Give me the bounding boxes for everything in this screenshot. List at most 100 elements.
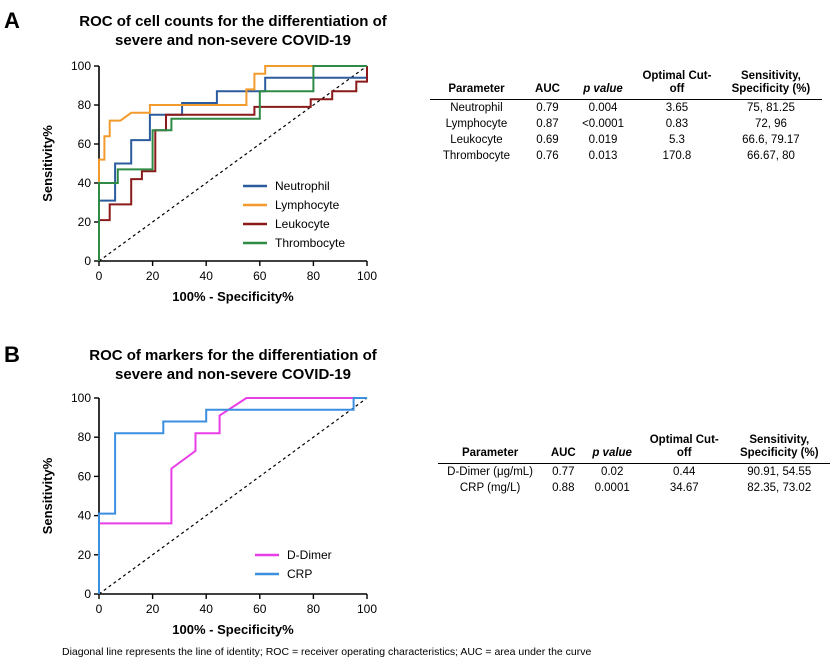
chart-title-a: ROC of cell counts for the differentiati… — [50, 12, 416, 50]
stats-table-a: Parameter AUC p value Optimal Cut-off Se… — [430, 70, 822, 164]
legend-label: CRP — [287, 567, 312, 581]
table-cell: 0.02 — [600, 466, 624, 478]
table-b-header: p value — [592, 447, 632, 459]
table-cell: 3.65 — [665, 102, 689, 114]
table-b-header: Optimal Cut-off — [649, 434, 719, 459]
series-line-lymphocyte — [98, 65, 367, 261]
table-cell: 0.013 — [588, 150, 618, 162]
y-axis-label: Sensitivity% — [40, 457, 55, 534]
table-cell: 34.67 — [669, 482, 699, 494]
x-tick-label: 100 — [357, 602, 377, 616]
legend-label: D-Dimer — [287, 548, 332, 562]
identity-line — [98, 397, 368, 595]
table-cell: 0.0001 — [594, 482, 630, 494]
y-tick-label: 40 — [78, 509, 92, 523]
x-axis-label: 100% - Specificity% — [172, 289, 294, 304]
x-tick-label: 80 — [307, 269, 321, 283]
table-a-header: Optimal Cut-off — [642, 70, 712, 95]
x-tick-label: 60 — [253, 602, 267, 616]
roc-chart-b: 0 20 40 60 80 100 0 20 40 60 80 100 100% - Specifici… — [40, 391, 377, 637]
table-cell: 0.004 — [588, 102, 618, 114]
chart-title-b: ROC of markers for the differentiation o… — [50, 346, 416, 384]
x-tick-label: 0 — [96, 269, 103, 283]
x-tick-label: 0 — [96, 602, 103, 616]
table-row: Leukocyte 0.69 0.019 5.3 66.6, 79.17 — [430, 132, 822, 148]
table-a-header: Sensitivity, Specificity (%) — [731, 70, 811, 95]
x-tick-label: 40 — [200, 602, 214, 616]
y-tick-label: 0 — [84, 254, 91, 268]
table-b-header-row: Parameter AUC p value Optimal Cut-off Se… — [438, 434, 830, 464]
y-tick-label: 0 — [84, 587, 91, 601]
table-row: Lymphocyte 0.87 <0.0001 0.83 72, 96 — [430, 116, 822, 132]
table-a-header: Parameter — [448, 83, 505, 95]
y-tick-label: 80 — [78, 98, 92, 112]
table-cell: 5.3 — [668, 134, 685, 146]
table-cell: Leukocyte — [450, 134, 503, 146]
x-tick-label: 100 — [357, 269, 377, 283]
x-tick-label: 40 — [200, 269, 214, 283]
table-row: D-Dimer (μg/mL) 0.77 0.02 0.44 90.91, 54… — [438, 464, 830, 481]
table-cell: Lymphocyte — [445, 118, 508, 130]
y-tick-label: 60 — [78, 469, 92, 483]
y-tick-label: 40 — [78, 176, 92, 190]
table-cell: 66.67, 80 — [746, 150, 795, 162]
identity-line — [98, 65, 368, 262]
table-row: CRP (mg/L) 0.88 0.0001 34.67 82.35, 73.0… — [438, 480, 830, 496]
table-a-header: AUC — [535, 83, 560, 95]
panel-letter-b: B — [4, 342, 20, 367]
table-b-header: AUC — [550, 447, 576, 459]
legend-label: Neutrophil — [275, 179, 330, 193]
y-tick-label: 60 — [78, 137, 92, 151]
stats-table-b: Parameter AUC p value Optimal Cut-off Se… — [438, 434, 830, 496]
series-line-crp — [98, 397, 367, 594]
table-cell: 0.44 — [673, 466, 696, 478]
table-cell: <0.0001 — [582, 118, 624, 130]
table-cell: 0.88 — [552, 482, 575, 494]
table-cell: 0.76 — [536, 150, 559, 162]
roc-chart-a: 0 20 40 60 80 100 0 20 40 60 80 100 100% - Specifici… — [40, 59, 377, 304]
legend-label: Leukocyte — [275, 217, 330, 231]
table-cell: 0.83 — [665, 118, 689, 130]
table-cell: 90.91, 54.55 — [747, 466, 812, 478]
table-cell: 0.019 — [588, 134, 618, 146]
table-cell: D-Dimer (μg/mL) — [447, 466, 534, 478]
y-axis-label: Sensitivity% — [40, 125, 55, 202]
footnote: Diagonal line represents the line of ide… — [62, 646, 592, 658]
table-cell: 75, 81.25 — [746, 102, 795, 114]
table-cell: 0.79 — [536, 102, 559, 114]
table-a-header-row: Parameter AUC p value Optimal Cut-off Se… — [430, 70, 822, 100]
series-line-thrombocyte — [98, 65, 367, 261]
x-tick-label: 20 — [146, 602, 160, 616]
panel-letter-a: A — [4, 8, 20, 33]
table-b-header: Sensitivity, Specificity (%) — [739, 434, 819, 459]
y-tick-label: 80 — [78, 430, 92, 444]
y-tick-label: 20 — [78, 215, 92, 229]
table-cell: 170.8 — [662, 150, 692, 162]
x-tick-label: 80 — [307, 602, 321, 616]
chart-title-b-line2: severe and non-severe COVID-19 — [115, 366, 351, 383]
legend-label: Lymphocyte — [275, 198, 340, 212]
chart-title-a-line2: severe and non-severe COVID-19 — [115, 32, 351, 49]
x-tick-label: 60 — [253, 269, 267, 283]
table-b-header: Parameter — [461, 447, 519, 459]
legend-label: Thrombocyte — [275, 236, 345, 250]
y-tick-label: 100 — [71, 391, 91, 405]
table-row: Neutrophil 0.79 0.004 3.65 75, 81.25 — [430, 100, 822, 117]
table-cell: Neutrophil — [450, 102, 503, 114]
table-a-header: p value — [572, 70, 634, 100]
table-cell: 66.6, 79.17 — [742, 134, 800, 146]
table-row: Thrombocyte 0.76 0.013 170.8 66.67, 80 — [430, 148, 822, 164]
series-line-d-dimer — [98, 397, 367, 594]
table-cell: 82.35, 73.02 — [747, 482, 812, 494]
table-cell: Thrombocyte — [442, 150, 510, 162]
table-cell: CRP (mg/L) — [459, 482, 521, 494]
series-line-leukocyte — [98, 66, 368, 261]
table-cell: 0.69 — [536, 134, 559, 146]
y-tick-label: 100 — [71, 59, 91, 73]
p-letter: p value — [583, 83, 623, 95]
chart-title-a-line1: ROC of cell counts for the differentiati… — [79, 13, 387, 30]
chart-title-b-line1: ROC of markers for the differentiation o… — [89, 347, 377, 364]
table-cell: 72, 96 — [754, 118, 787, 130]
table-cell: 0.77 — [552, 466, 575, 478]
table-cell: 0.87 — [536, 118, 559, 130]
